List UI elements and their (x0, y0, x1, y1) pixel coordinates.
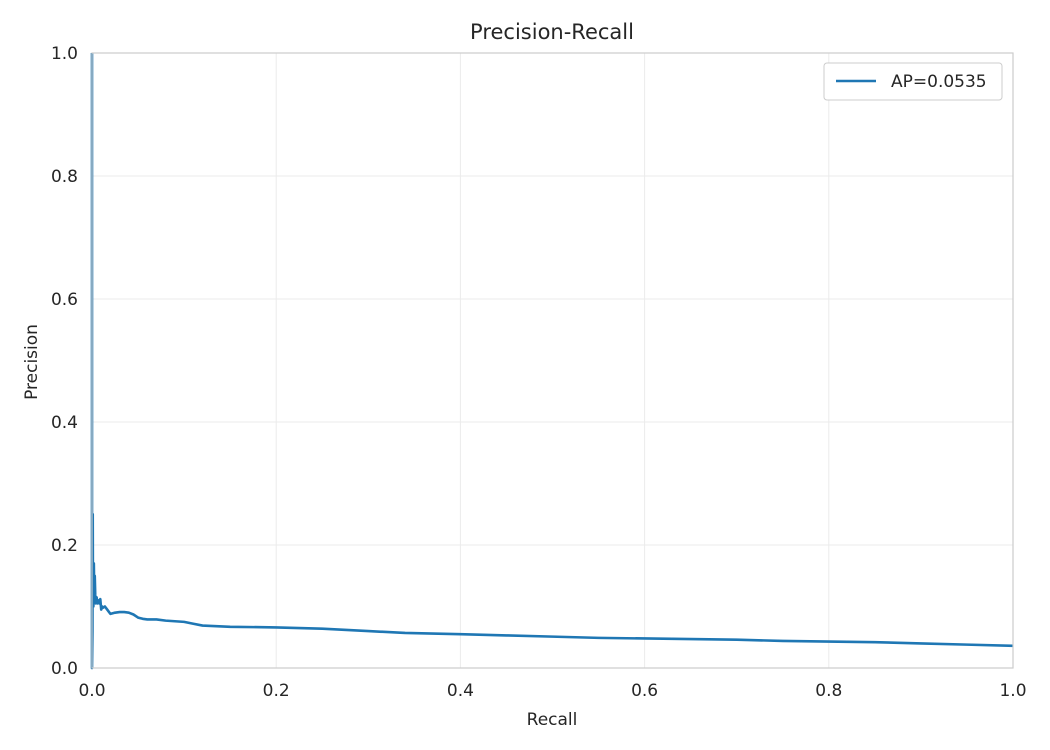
y-tick-label: 0.2 (51, 536, 78, 556)
legend: AP=0.0535 (823, 62, 1003, 101)
grid (91, 52, 1014, 669)
legend-entry: AP=0.0535 (891, 72, 987, 92)
legend-box (823, 62, 1003, 101)
y-tick-label: 1.0 (51, 44, 78, 64)
x-tick-label: 0.4 (447, 681, 474, 701)
x-axis-label: Recall (527, 710, 578, 730)
y-tick-label: 0.0 (51, 659, 78, 679)
y-tick-label: 0.6 (51, 290, 78, 310)
x-tick-label: 0.2 (263, 681, 290, 701)
x-tick-label: 0.0 (78, 681, 105, 701)
chart-title: Precision-Recall (470, 20, 634, 44)
plot-border (91, 52, 1014, 669)
series-layer (90, 53, 1014, 670)
y-axis-label: Precision (22, 324, 42, 400)
y-tick-label: 0.4 (51, 413, 78, 433)
x-tick-label: 1.0 (999, 681, 1026, 701)
x-tick-label: 0.8 (815, 681, 842, 701)
series-line-0 (90, 53, 1014, 670)
plot-area (92, 53, 1013, 668)
axes-frame (91, 52, 1014, 669)
x-tick-label: 0.6 (631, 681, 658, 701)
tick-labels: 0.0 0.2 0.4 0.6 0.8 1.0 0.0 0.2 0.4 0.6 0.8 1.0 (51, 44, 1027, 701)
y-tick-label: 0.8 (51, 167, 78, 187)
